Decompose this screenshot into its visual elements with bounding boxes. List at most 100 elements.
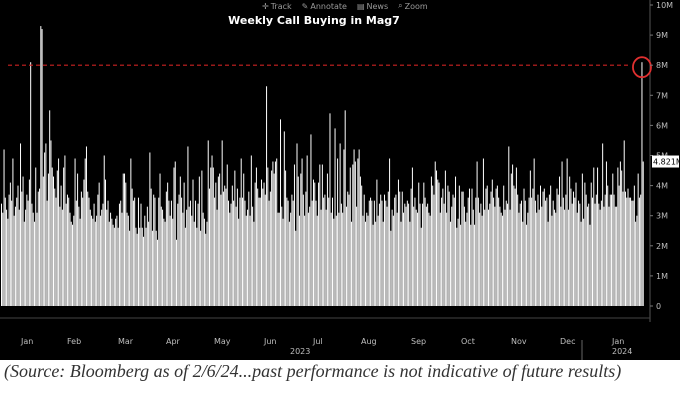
bar <box>18 209 20 306</box>
bar <box>121 212 123 306</box>
bar <box>14 206 16 306</box>
bar <box>33 221 35 306</box>
bar <box>189 200 191 306</box>
bar <box>470 224 472 306</box>
bar <box>541 206 543 306</box>
bar <box>274 161 276 306</box>
bar <box>438 182 440 306</box>
bar <box>155 230 157 306</box>
bar <box>259 197 261 306</box>
bar <box>88 197 90 306</box>
bar <box>560 206 562 306</box>
bar <box>430 176 432 306</box>
bar <box>41 29 43 307</box>
bar <box>215 182 217 306</box>
bar <box>476 161 478 306</box>
bar <box>611 194 613 306</box>
bar <box>296 143 298 306</box>
bar <box>375 221 377 306</box>
bar <box>598 203 600 306</box>
bar <box>293 164 295 306</box>
bar <box>236 188 238 306</box>
bar <box>16 197 18 306</box>
bar <box>509 209 511 306</box>
bar <box>540 185 541 306</box>
zoom-tool[interactable]: ⌕ Zoom <box>398 1 428 11</box>
bar <box>343 149 345 306</box>
bar <box>425 206 427 306</box>
bar <box>196 227 198 306</box>
bar <box>419 203 421 306</box>
bar <box>602 143 604 306</box>
bar <box>244 200 246 306</box>
bar <box>439 212 441 306</box>
bar <box>37 191 39 306</box>
bar <box>372 224 374 306</box>
bar <box>55 197 57 306</box>
bar <box>146 206 148 306</box>
bar <box>349 167 351 306</box>
bar <box>108 221 110 306</box>
bar <box>198 176 200 306</box>
bar <box>269 191 271 306</box>
bar <box>312 179 314 306</box>
bar <box>415 209 417 306</box>
bar <box>214 197 216 306</box>
news-tool[interactable]: ▤ News <box>357 2 388 11</box>
bar <box>405 206 407 306</box>
bar <box>84 158 86 306</box>
bar <box>145 227 147 306</box>
y-tick-label: 7M <box>656 91 668 100</box>
bar <box>452 194 454 306</box>
bar <box>82 197 84 306</box>
bar <box>556 188 558 306</box>
bar <box>250 155 252 306</box>
bar <box>640 194 642 306</box>
bar <box>307 212 309 306</box>
bar <box>564 209 566 306</box>
bar <box>4 197 6 306</box>
news-label: News <box>366 1 389 11</box>
bar <box>423 182 425 306</box>
bar <box>306 155 308 306</box>
bar <box>61 209 63 306</box>
bar <box>385 200 387 306</box>
bar <box>446 212 448 306</box>
bar <box>30 62 32 306</box>
bar <box>397 179 399 306</box>
x-tick-label: Aug <box>361 337 377 346</box>
bar <box>36 212 38 306</box>
y-tick-label: 2M <box>656 242 668 251</box>
bar <box>277 212 279 306</box>
zoom-label: Zoom <box>404 1 428 11</box>
bar <box>623 140 625 306</box>
bar <box>484 209 486 306</box>
bar <box>266 86 268 307</box>
bar <box>335 215 337 306</box>
bar <box>627 188 629 306</box>
bar <box>334 128 336 306</box>
bar <box>54 188 56 306</box>
bar <box>548 194 550 306</box>
bar <box>630 197 632 306</box>
bar <box>588 203 590 306</box>
bar <box>543 188 545 306</box>
bar <box>579 203 581 306</box>
track-tool[interactable]: ✛ Track <box>262 2 292 11</box>
bar <box>103 155 105 306</box>
bar <box>299 215 301 306</box>
bar <box>149 152 151 306</box>
annotate-tool[interactable]: ✎ Annotate <box>302 2 347 11</box>
bar <box>26 194 28 306</box>
y-tick-label: 10M <box>656 1 673 10</box>
bar <box>17 185 19 306</box>
bar <box>578 200 580 306</box>
bar <box>2 212 4 306</box>
bar <box>39 188 41 306</box>
bar <box>500 212 502 306</box>
bar <box>518 212 520 306</box>
bar <box>136 233 138 306</box>
bar <box>132 200 134 306</box>
bar <box>72 224 74 306</box>
bar <box>8 194 10 306</box>
